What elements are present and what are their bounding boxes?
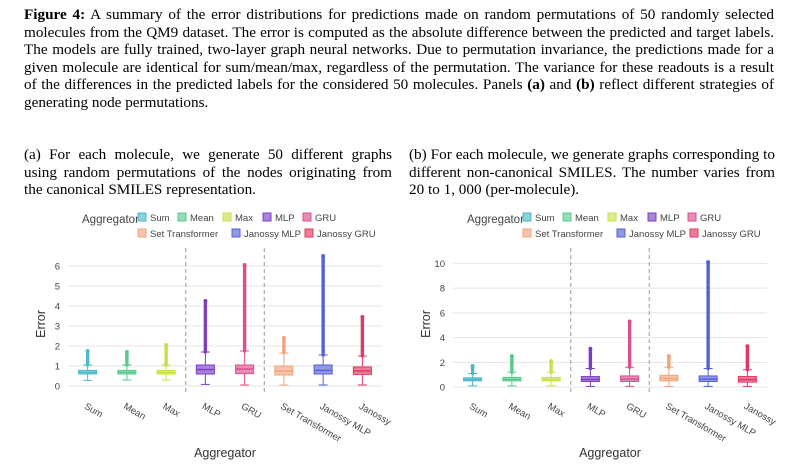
- outlier-max-point-2: [164, 343, 169, 347]
- legend-label-5: Set Transformer: [150, 229, 218, 240]
- ytick-label-5: 10: [434, 259, 445, 270]
- legend-label-3: MLP: [275, 213, 295, 224]
- caption-text-4: reflect different strategies of generati…: [24, 76, 774, 111]
- legend-label-2: Max: [235, 213, 253, 224]
- subcaption-b-text-2: . The number varies from 20 to 1, 000 (p…: [409, 163, 775, 199]
- legend-label-7: Janossy GRU: [317, 229, 376, 240]
- outlier-max-point-1: [124, 350, 129, 354]
- legend-title: Aggregator: [467, 214, 524, 226]
- xtick-label-2: Max: [546, 401, 567, 420]
- subcaption-b: (b) For each molecule, we generate graph…: [409, 146, 775, 199]
- outlier-max-point-2: [549, 359, 554, 364]
- outlier-max-point-6: [321, 254, 326, 258]
- legend-swatch-2: [222, 212, 232, 222]
- xtick-label-1: Mean: [506, 401, 532, 422]
- ytick-label-6: 6: [55, 262, 60, 273]
- subcaption-b-label: (b): [409, 146, 427, 163]
- legend-swatch-5: [137, 228, 147, 238]
- outlier-max-point-3: [203, 299, 208, 303]
- subcaption-b-text-1: For each molecule, we generate graphs co…: [409, 146, 775, 181]
- ytick-label-2: 4: [440, 333, 445, 344]
- ytick-label-1: 2: [440, 358, 445, 369]
- legend-swatch-2: [607, 212, 617, 222]
- caption-text-2: dataset. The error is computed as the ab…: [24, 23, 775, 94]
- xtick-label-3: MLP: [200, 401, 222, 420]
- legend-label-6: Janossy MLP: [244, 229, 301, 240]
- caption-text-1: A summary of the error distributions for…: [24, 6, 774, 41]
- legend-swatch-4: [302, 212, 312, 222]
- x-axis-title: Aggregator: [194, 446, 256, 460]
- ytick-label-5: 5: [55, 282, 60, 293]
- legend-label-7: Janossy GRU: [702, 229, 761, 240]
- ytick-label-0: 0: [440, 383, 445, 394]
- outlier-max-point-4: [627, 319, 632, 324]
- dataset-name: QM9: [146, 23, 179, 41]
- subcaption-a-text-2: representation.: [162, 181, 256, 198]
- outlier-max-point-0: [85, 349, 90, 353]
- legend-swatch-0: [522, 212, 532, 222]
- legend-label-0: Sum: [150, 213, 170, 224]
- caption-text-3: and: [544, 76, 577, 93]
- xtick-label-0: Sum: [82, 401, 104, 420]
- panel-b-ref: (b): [576, 76, 595, 93]
- outlier-max-point-7: [745, 344, 750, 349]
- xtick-label-2: Max: [161, 401, 182, 420]
- legend-swatch-5: [522, 228, 532, 238]
- x-axis-title: Aggregator: [579, 446, 641, 460]
- figure-label: Figure 4:: [24, 6, 86, 23]
- legend-swatch-6: [616, 228, 626, 238]
- outlier-max-point-0: [470, 364, 475, 369]
- outlier-max-point-5: [666, 354, 671, 359]
- legend-label-4: GRU: [315, 213, 336, 224]
- boxplot-panel-a: Aggregator Sum Mean Max MLP GRU Set Transforme…: [34, 212, 392, 460]
- subcaption-a-text-1: For each molecule, we generate 50 differ…: [24, 146, 392, 198]
- legend-label-0: Sum: [535, 213, 555, 224]
- xtick-label-3: MLP: [585, 401, 607, 420]
- legend-swatch-3: [262, 212, 272, 222]
- outlier-max-point-1: [509, 354, 514, 359]
- outlier-max-point-6: [706, 260, 711, 265]
- legend-swatch-7: [304, 228, 314, 238]
- subcaption-a-label: (a): [24, 146, 41, 163]
- ytick-label-2: 2: [55, 342, 60, 353]
- panel-a-ref: (a): [527, 76, 545, 93]
- legend-swatch-4: [687, 212, 697, 222]
- box-6: [313, 364, 333, 375]
- legend-swatch-6: [231, 228, 241, 238]
- legend-swatch-7: [689, 228, 699, 238]
- y-axis-title: Error: [419, 310, 433, 338]
- legend-label-4: GRU: [700, 213, 721, 224]
- outlier-max-point-4: [242, 263, 247, 267]
- y-axis-title: Error: [34, 310, 48, 338]
- ytick-label-4: 8: [440, 284, 445, 295]
- ytick-label-3: 6: [440, 308, 445, 319]
- xtick-label-4: GRU: [624, 401, 648, 421]
- outlier-max-point-3: [588, 346, 593, 351]
- legend-swatch-1: [562, 212, 572, 222]
- subcaption-a: (a) For each molecule, we generate 50 di…: [24, 146, 392, 199]
- boxplot-panel-b: Aggregator Sum Mean Max MLP GRU Set Transforme…: [419, 212, 777, 460]
- legend-swatch-1: [177, 212, 187, 222]
- subcaption-a-smiles: SMILES: [108, 181, 163, 198]
- legend-label-3: MLP: [660, 213, 680, 224]
- legend-label-2: Max: [620, 213, 638, 224]
- ytick-label-3: 3: [55, 322, 60, 333]
- legend-label-5: Set Transformer: [535, 229, 603, 240]
- xtick-label-1: Mean: [121, 401, 147, 422]
- legend-label-1: Mean: [575, 213, 599, 224]
- legend-swatch-3: [647, 212, 657, 222]
- subcaption-b-smiles: SMILES: [558, 163, 613, 181]
- legend-label-6: Janossy MLP: [629, 229, 686, 240]
- legend-swatch-0: [137, 212, 147, 222]
- xtick-label-0: Sum: [467, 401, 489, 420]
- outlier-max-point-5: [281, 336, 286, 340]
- figure-caption: Figure 4: A summary of the error distrib…: [24, 6, 774, 111]
- ytick-label-0: 0: [55, 382, 60, 393]
- ytick-label-1: 1: [55, 362, 60, 373]
- legend-title: Aggregator: [82, 214, 139, 226]
- xtick-label-4: GRU: [239, 401, 263, 421]
- outlier-max-point-7: [360, 315, 365, 319]
- legend-label-1: Mean: [190, 213, 214, 224]
- ytick-label-4: 4: [55, 302, 60, 313]
